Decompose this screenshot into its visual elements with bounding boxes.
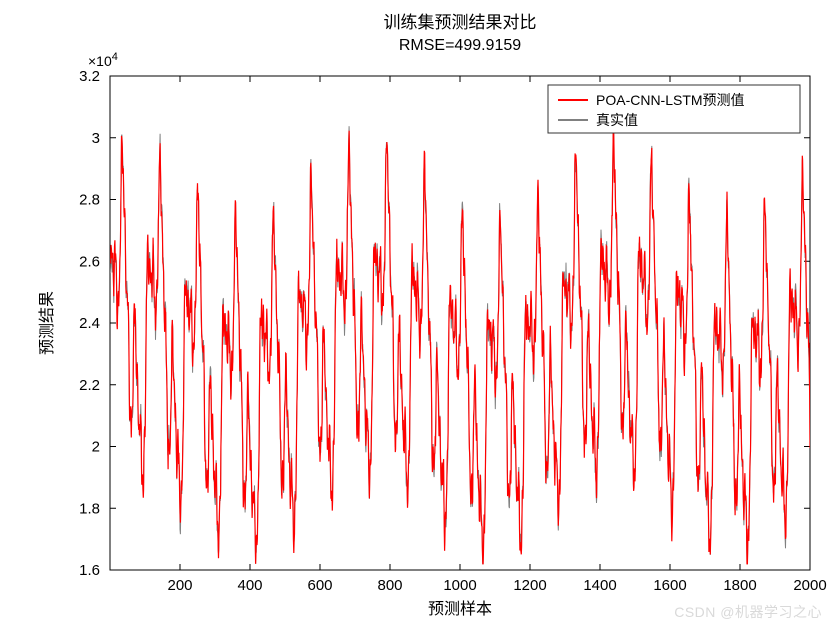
x-tick-label: 1200: [513, 577, 546, 594]
y-exponent: ×104: [88, 51, 118, 69]
watermark: CSDN @机器学习之心: [674, 602, 822, 622]
y-tick-label: 2.6: [79, 253, 100, 270]
chart-container: 200 400 600 800 1000 1200 1400 1600 1800 2000 1.6 1…: [0, 0, 840, 630]
y-tick-label: 2.2: [79, 377, 100, 394]
line-chart: 200 400 600 800 1000 1200 1400 1600 1800 2000 1.6 1…: [0, 0, 840, 630]
x-tick-label: 1800: [723, 577, 756, 594]
x-tick-label: 200: [167, 577, 192, 594]
series-pred: [110, 122, 810, 564]
legend-label-pred: POA-CNN-LSTM预测值: [596, 92, 745, 108]
x-tick-label: 1600: [653, 577, 686, 594]
x-tick-label: 800: [377, 577, 402, 594]
x-tick-label: 2000: [793, 577, 826, 594]
y-tick-label: 3.2: [79, 68, 100, 85]
chart-title: 训练集预测结果对比: [384, 13, 537, 32]
y-axis-label: 预测结果: [38, 291, 56, 355]
x-tick-label: 400: [237, 577, 262, 594]
chart-subtitle: RMSE=499.9159: [399, 37, 521, 54]
y-tick-label: 2: [92, 439, 100, 456]
x-tick-label: 1400: [583, 577, 616, 594]
y-tick-label: 3: [92, 130, 100, 147]
y-tick-label: 2.4: [79, 315, 100, 332]
x-axis-label: 预测样本: [428, 600, 492, 618]
y-tick-label: 1.8: [79, 500, 100, 517]
x-tick-label: 600: [307, 577, 332, 594]
y-tick-label: 2.8: [79, 192, 100, 209]
y-tick-label: 1.6: [79, 562, 100, 579]
legend-label-true: 真实值: [596, 112, 638, 128]
x-tick-label: 1000: [443, 577, 476, 594]
